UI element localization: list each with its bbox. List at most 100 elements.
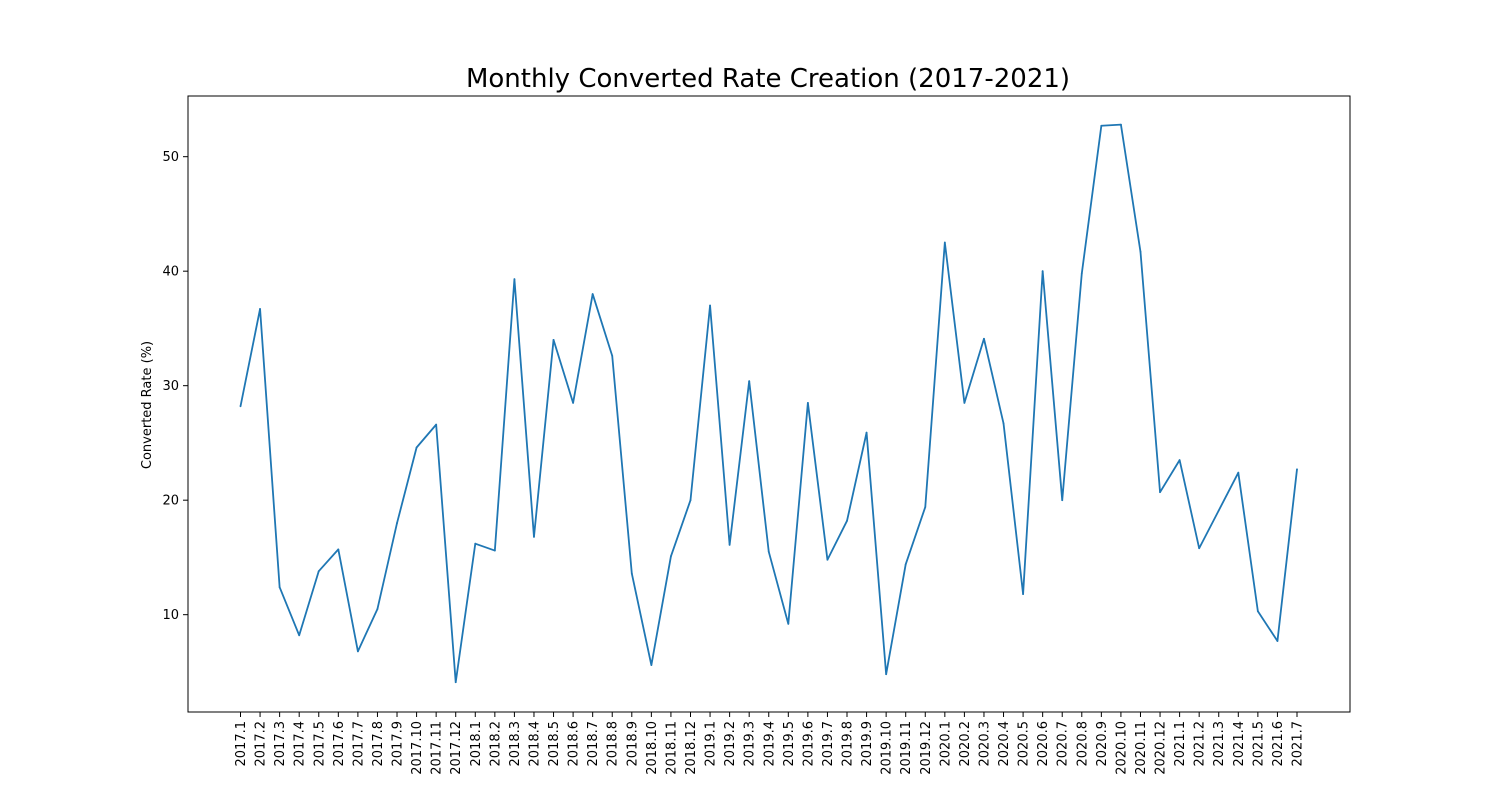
x-tick-label: 2018.4 — [527, 721, 542, 767]
x-tick-label: 2020.10 — [1114, 721, 1129, 775]
x-tick-label: 2020.6 — [1036, 721, 1051, 767]
data-point — [1256, 610, 1259, 613]
x-tick-label: 2019.7 — [821, 721, 836, 767]
x-tick-label: 2021.6 — [1271, 721, 1286, 767]
series-group — [239, 123, 1298, 684]
x-tick-label: 2017.8 — [371, 721, 386, 767]
data-point — [728, 543, 731, 546]
x-tick-label: 2020.11 — [1134, 721, 1149, 775]
x-tick-label: 2018.2 — [488, 721, 503, 767]
y-axis-label: Converted Rate (%) — [140, 341, 155, 469]
data-point — [630, 572, 633, 575]
data-point — [787, 622, 790, 625]
x-tick-label: 2017.7 — [351, 721, 366, 767]
x-tick-label: 2020.12 — [1154, 721, 1169, 775]
data-point — [317, 570, 320, 573]
x-tick-label: 2017.1 — [234, 721, 249, 767]
data-point — [356, 650, 359, 653]
data-point — [1041, 270, 1044, 273]
data-point — [865, 431, 868, 434]
x-tick-label: 2019.9 — [860, 721, 875, 767]
x-tick-label: 2020.1 — [938, 721, 953, 767]
x-tick-label: 2017.2 — [254, 721, 269, 767]
data-point — [924, 506, 927, 508]
x-tick-label: 2020.5 — [1017, 721, 1032, 767]
y-axis: 10 20 30 40 50 — [162, 150, 188, 623]
y-tick-label: 30 — [162, 379, 179, 394]
x-tick-label: 2017.3 — [273, 721, 288, 767]
data-point — [572, 401, 575, 404]
data-point — [376, 608, 379, 610]
chart-title: Monthly Converted Rate Creation (2017-20… — [466, 64, 1070, 94]
data-point — [1198, 547, 1201, 550]
data-point — [1120, 123, 1122, 126]
x-tick-label: 2019.10 — [880, 721, 895, 775]
x-tick-label: 2020.3 — [977, 721, 992, 767]
x-tick-label: 2017.4 — [293, 721, 308, 767]
data-point — [278, 586, 281, 589]
data-point — [454, 681, 457, 684]
data-point — [337, 548, 340, 551]
x-tick-label: 2019.5 — [782, 721, 797, 767]
data-point — [1061, 499, 1064, 502]
data-point — [767, 550, 770, 553]
x-tick-label: 2021.3 — [1212, 721, 1227, 767]
x-tick-label: 2020.8 — [1075, 721, 1090, 767]
data-point — [670, 555, 672, 558]
plot-area-frame — [187, 95, 1351, 713]
x-axis: 2017.1 2017.2 2017.3 2017.4 2017.5 2017.6 2017… — [234, 712, 1306, 775]
x-tick-label: 2018.5 — [547, 721, 562, 767]
x-tick-label: 2017.10 — [410, 721, 425, 775]
data-point — [1276, 640, 1279, 642]
data-point — [846, 519, 848, 522]
data-point — [904, 563, 907, 566]
data-point — [591, 293, 594, 295]
data-point — [983, 337, 985, 340]
y-tick-label: 20 — [162, 494, 179, 509]
x-tick-label: 2019.12 — [919, 721, 934, 775]
data-point — [1002, 422, 1005, 425]
data-point — [1296, 468, 1298, 471]
x-tick-label: 2019.6 — [801, 721, 816, 767]
data-point — [298, 634, 301, 637]
x-tick-label: 2021.5 — [1251, 721, 1266, 767]
x-tick-label: 2018.9 — [625, 721, 640, 767]
data-point — [1022, 593, 1024, 595]
x-tick-label: 2017.5 — [312, 721, 327, 767]
y-tick-label: 40 — [162, 265, 179, 280]
x-tick-label: 2017.6 — [332, 721, 347, 767]
x-tick-label: 2020.9 — [1095, 721, 1110, 767]
data-point — [435, 423, 438, 426]
data-point — [1100, 124, 1103, 127]
data-point — [806, 401, 809, 404]
x-tick-label: 2021.2 — [1193, 721, 1208, 767]
data-point — [493, 549, 496, 552]
data-point — [474, 542, 477, 545]
x-tick-label: 2019.8 — [841, 721, 856, 767]
x-tick-label: 2019.3 — [743, 721, 758, 767]
y-tick-label: 50 — [162, 150, 179, 165]
data-point — [1139, 250, 1142, 253]
data-point — [748, 380, 751, 383]
y-tick-label: 10 — [162, 608, 179, 623]
data-point — [826, 558, 829, 561]
x-tick-label: 2018.12 — [684, 721, 699, 775]
data-point — [396, 522, 398, 524]
x-tick-label: 2020.2 — [958, 721, 973, 767]
x-tick-label: 2019.4 — [762, 721, 777, 767]
x-tick-label: 2018.8 — [606, 721, 621, 767]
data-point — [885, 673, 888, 676]
data-point — [689, 499, 692, 502]
data-point — [415, 446, 418, 449]
x-tick-label: 2019.2 — [723, 721, 738, 767]
data-point — [963, 401, 966, 404]
x-tick-label: 2018.1 — [469, 721, 484, 767]
x-tick-label: 2019.1 — [704, 721, 719, 767]
data-point — [259, 308, 261, 310]
x-tick-label: 2021.4 — [1232, 721, 1247, 767]
x-tick-label: 2021.1 — [1173, 721, 1188, 767]
data-point — [533, 535, 535, 538]
x-tick-label: 2018.3 — [508, 721, 523, 767]
x-tick-label: 2020.7 — [1056, 721, 1071, 767]
